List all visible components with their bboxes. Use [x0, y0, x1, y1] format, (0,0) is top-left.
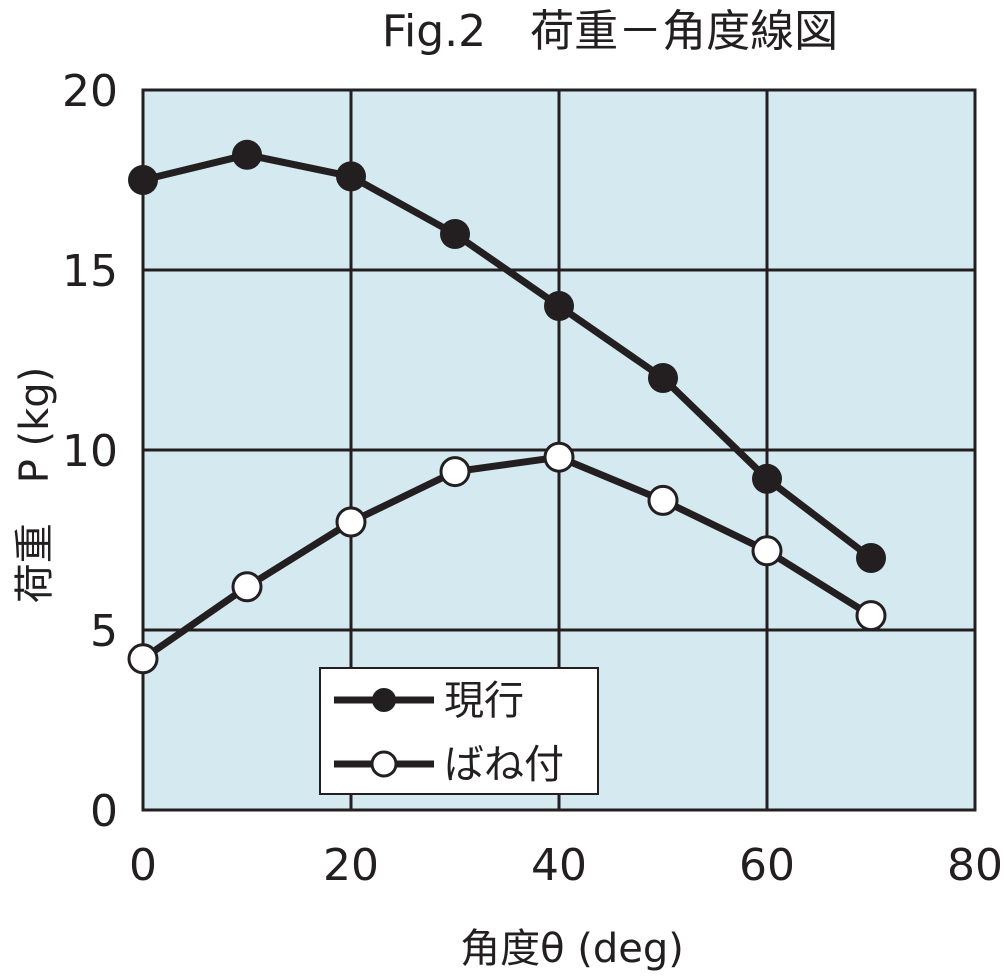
series-1-point — [231, 571, 263, 603]
legend-marker-current — [372, 688, 396, 712]
series-line-1 — [141, 453, 873, 662]
x-tick-label: 60 — [739, 840, 795, 891]
series-0-point — [440, 219, 470, 249]
legend-label-current: 現行 — [444, 678, 524, 724]
x-axis-ticks: 0 20 40 60 80 — [129, 840, 1003, 891]
series-0-point — [856, 543, 886, 573]
y-axis-ticks: 0 5 10 15 20 — [62, 66, 118, 837]
series-line-0 — [142, 151, 874, 561]
legend-label-spring: ばね付 — [444, 742, 564, 788]
y-axis-label: 荷重 P (kg) — [12, 367, 58, 604]
series-1-point — [855, 600, 887, 632]
series-0-point — [336, 161, 366, 192]
series-0-point — [128, 165, 158, 195]
series-group — [127, 139, 887, 675]
x-tick-label: 20 — [323, 840, 379, 891]
y-tick-label: 15 — [62, 246, 118, 297]
chart-title: Fig.2 荷重－角度線図 — [382, 6, 838, 57]
y-tick-label: 0 — [90, 786, 118, 837]
x-tick-label: 40 — [531, 840, 587, 891]
series-1-point — [647, 484, 679, 516]
y-tick-label: 5 — [90, 606, 118, 657]
series-0-point — [752, 463, 782, 494]
y-tick-label: 20 — [62, 66, 118, 117]
legend-marker-spring — [370, 750, 398, 778]
x-tick-label: 80 — [947, 840, 1003, 891]
legend: 現行 ばね付 — [319, 667, 599, 795]
series-1-point — [543, 441, 575, 473]
legend-box — [319, 667, 599, 795]
series-0-point — [544, 291, 574, 321]
series-1-point — [335, 506, 367, 538]
series-0-point — [648, 363, 678, 393]
series-1-point — [127, 643, 159, 675]
series-1-point — [751, 535, 783, 567]
x-tick-label: 0 — [129, 840, 157, 891]
x-axis-label: 角度θ (deg) — [460, 926, 684, 972]
plot-frame — [141, 88, 977, 812]
y-tick-label: 10 — [62, 426, 118, 477]
series-0-point — [232, 139, 262, 170]
series-1-point — [439, 456, 471, 488]
